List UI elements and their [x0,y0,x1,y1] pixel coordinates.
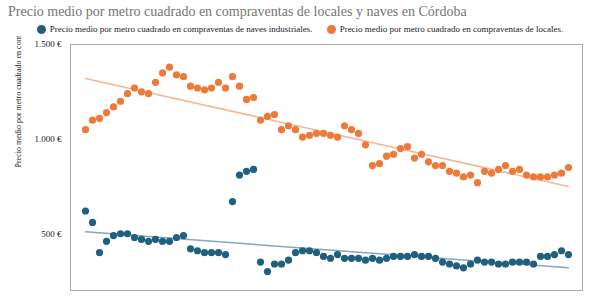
svg-text:Precio medio por metro cuadrad: Precio medio por metro cuadrado en compr… [14,36,23,168]
html-text:Precio medio por metro cuadrad: Precio medio por metro cuadrado en compr… [8,4,467,19]
svg-text:1.500 €: 1.500 € [35,39,63,49]
svg-text:500 €: 500 € [41,229,62,239]
html-text:Precio medio por metro cuadrad: Precio medio por metro cuadrado en compr… [339,24,564,34]
svg-text:1.000 €: 1.000 € [35,134,63,144]
html-text:Precio medio por metro cuadrad: Precio medio por metro cuadrado en compr… [49,24,313,34]
